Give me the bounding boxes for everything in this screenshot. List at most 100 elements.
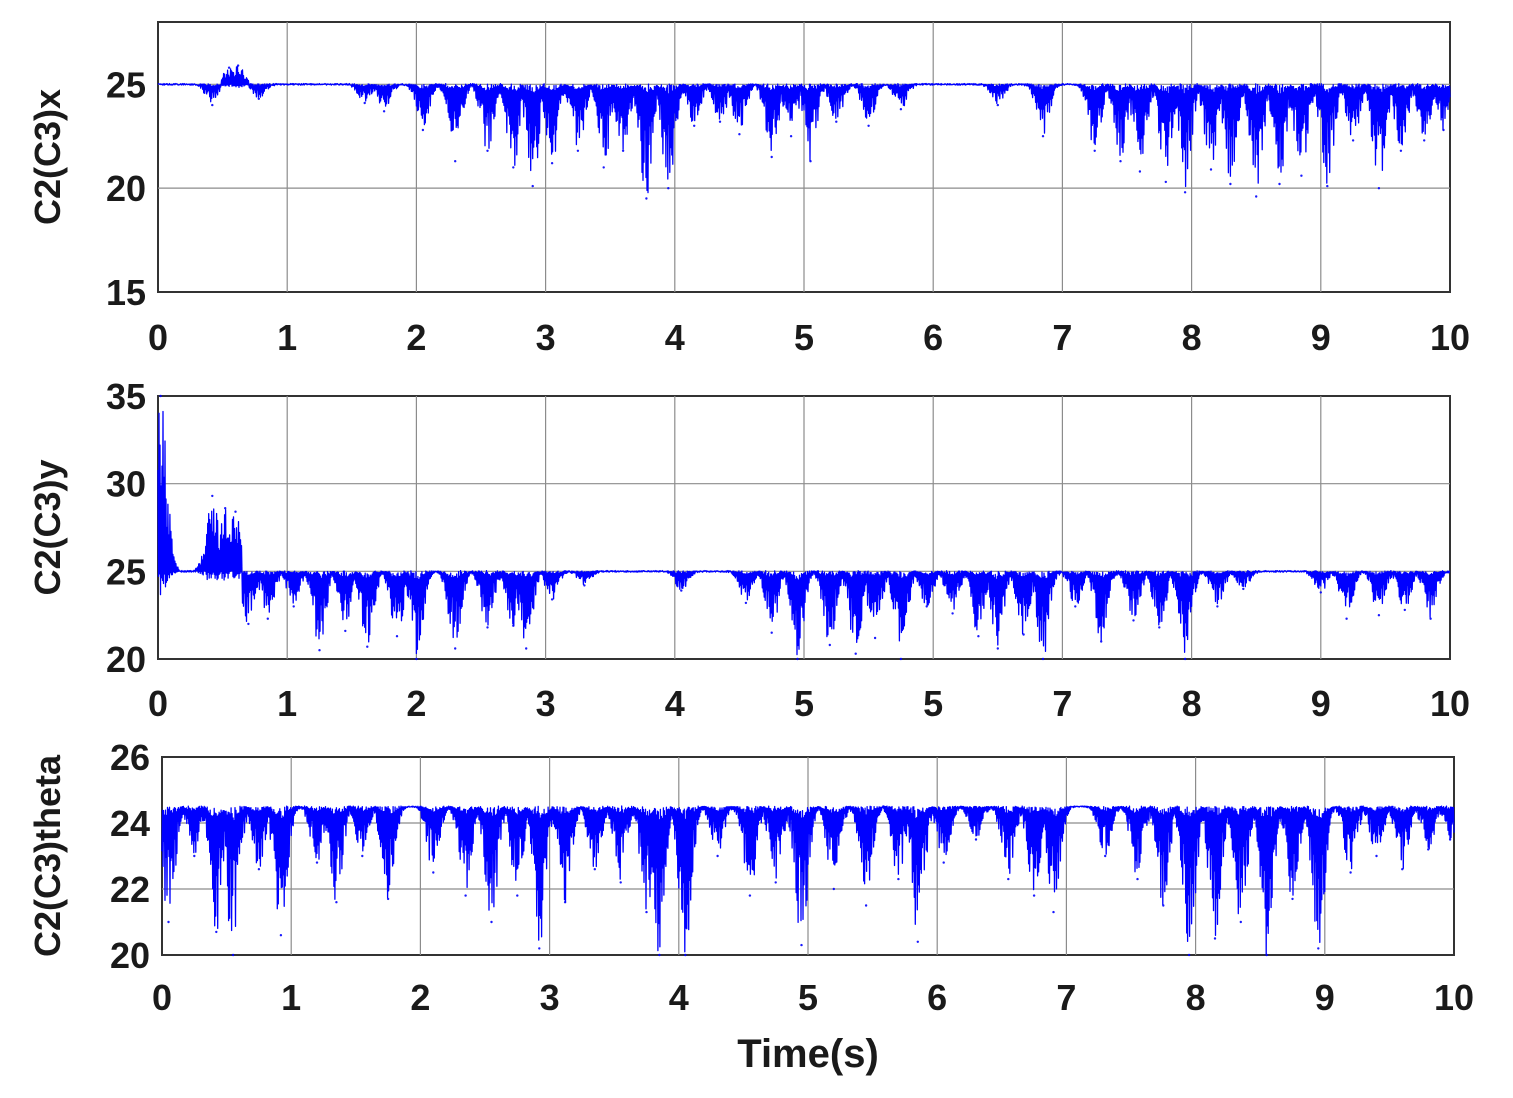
x-tick-label: 0 [152,977,172,1018]
y-tick-label: 30 [106,464,146,505]
data-point [1093,149,1096,152]
data-point [421,128,425,132]
data-point [366,645,369,648]
data-point [576,149,580,152]
subplot-3: 0 1 2 3 4 5 6 7 8 9 10 20 22 24 26 C2(C3)theta Time(s) [27,737,1474,1076]
y-tick-label: 20 [106,639,146,680]
data-point [292,605,295,608]
data-point [1429,617,1432,620]
y-axis-label: C2(C3)x [27,89,68,225]
series-line [157,65,1451,194]
data-point [193,854,196,858]
data-point [774,881,777,884]
data-point [680,589,683,592]
y-axis-label: C2(C3)theta [27,754,68,957]
x-tick-label: 10 [1430,317,1470,358]
x-tick-label: 5 [798,977,818,1018]
x-tick-label: 3 [540,977,560,1018]
x-tick-label: 3 [536,317,556,358]
data-point [415,657,418,661]
x-tick-label: 7 [1056,977,1076,1018]
x-tick-label: 9 [1311,317,1331,358]
data-point [796,657,799,661]
data-point [1278,182,1281,186]
y-tick-label: 35 [106,376,146,417]
data-point [645,197,648,200]
subplot-2: 0 1 2 3 4 5 5 7 8 9 10 20 25 30 35 C2(C3)y [27,376,1470,724]
x-tick-label: 8 [1186,977,1206,1018]
data-point [583,584,586,587]
data-point [454,160,457,163]
y-tick-label: 25 [106,551,146,592]
data-point [1319,591,1323,594]
y-tick-label: 15 [106,272,146,313]
x-tick-label: 4 [665,317,685,358]
data-point [211,494,214,498]
y-tick-label: 20 [106,168,146,209]
data-point [224,507,227,510]
data-point [1074,605,1077,608]
data-point [1213,937,1217,940]
data-point [693,124,696,128]
y-tick-label: 25 [106,64,146,105]
data-point [1448,838,1452,841]
data-point [395,635,399,638]
data-point [748,894,752,897]
data-point [516,894,519,897]
data-point [1401,868,1404,871]
data-point [512,166,515,169]
data-point [1183,657,1187,661]
data-point [1136,877,1139,881]
x-tick-label: 1 [277,683,297,724]
x-tick-label: 4 [669,977,689,1018]
x-tick-label: 6 [923,317,943,358]
data-point [899,657,903,661]
data-point [159,394,162,398]
x-tick-label: 6 [927,977,947,1018]
series-line [161,805,1455,956]
x-tick-label: 2 [410,977,430,1018]
data-point [867,124,870,128]
data-point [835,120,838,123]
data-point [211,103,214,107]
data-point [247,622,250,626]
x-tick-label: 9 [1311,683,1331,724]
data-point [1377,614,1381,617]
data-point [1375,854,1378,858]
data-point [1317,947,1320,950]
x-tick-label: 5 [923,683,943,724]
data-point [266,617,269,620]
data-point [1349,871,1352,874]
data-point [1377,187,1381,190]
data-point [382,110,386,113]
x-tick-label: 8 [1182,317,1202,358]
data-point [432,871,435,874]
data-point [1442,128,1445,132]
data-point [1345,617,1348,620]
data-point [318,649,321,652]
x-tick-label: 5 [794,317,814,358]
data-point [951,612,954,615]
data-point [279,934,283,937]
data-point [1162,904,1165,907]
data-point [1041,135,1045,138]
data-point [684,953,687,957]
data-point [977,635,980,638]
data-point [974,838,978,841]
data-point [864,904,868,907]
data-point [602,166,605,169]
data-point [486,149,489,152]
data-point [667,187,670,190]
data-point [873,636,877,640]
data-point [996,103,999,107]
data-point [550,162,554,165]
y-tick-label: 20 [110,935,150,976]
data-point [916,940,919,943]
x-tick-label: 1 [281,977,301,1018]
data-point [1427,848,1430,851]
data-point [1158,626,1161,629]
data-point [231,953,235,957]
data-point [464,894,467,897]
data-point [361,854,364,858]
